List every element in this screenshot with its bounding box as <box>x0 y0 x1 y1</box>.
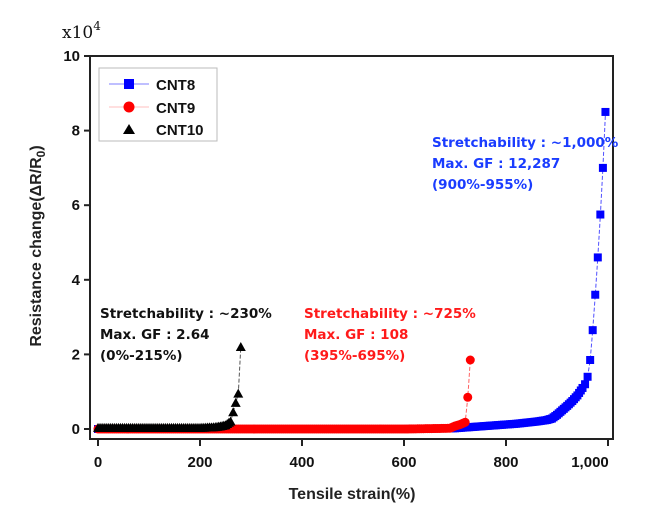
data-point <box>596 210 605 219</box>
data-point <box>588 326 597 335</box>
annotation-cnt10: Stretchability : ~230% Max. GF : 2.64 (0… <box>100 306 272 364</box>
y-axis: 0 2 4 6 8 10 <box>63 48 90 438</box>
annotation-line: Max. GF : 2.64 <box>100 327 210 343</box>
annotation-cnt9: Stretchability : ~725% Max. GF : 108 (39… <box>304 306 476 364</box>
series-cnt9 <box>93 355 475 434</box>
y-tick-label: 6 <box>72 197 80 214</box>
x-axis: 0 200 400 600 800 1,000 <box>94 439 609 471</box>
square-marker-icon <box>124 79 134 89</box>
legend-item-cnt9: CNT9 <box>109 100 195 117</box>
x-tick-label: 400 <box>289 454 314 471</box>
annotation-line: Stretchability : ~1,000% <box>432 135 619 151</box>
plot-frame <box>89 55 614 440</box>
data-point <box>233 388 244 398</box>
x-tick-label: 0 <box>94 454 102 471</box>
series-layer <box>93 107 610 434</box>
data-point <box>586 355 595 364</box>
y-multiplier: x104 <box>62 19 101 43</box>
series-line <box>98 359 471 430</box>
data-point <box>465 355 475 365</box>
legend-label: CNT8 <box>156 77 195 94</box>
data-point <box>581 380 590 389</box>
x-tick-label: 800 <box>493 454 518 471</box>
data-point <box>230 397 241 407</box>
annotation-cnt8: Stretchability : ~1,000% Max. GF : 12,28… <box>432 135 619 193</box>
annotation-line: Max. GF : 108 <box>304 327 408 343</box>
data-point <box>463 392 473 402</box>
series-cnt10 <box>93 341 246 432</box>
x-tick-label: 200 <box>187 454 212 471</box>
data-point <box>235 341 246 351</box>
y-tick-label: 10 <box>63 48 80 65</box>
data-point <box>601 107 610 116</box>
data-point <box>460 417 470 427</box>
legend-label: CNT10 <box>156 122 204 139</box>
triangle-marker-icon <box>123 124 135 134</box>
circle-marker-icon <box>123 101 135 113</box>
legend-item-cnt8: CNT8 <box>109 77 195 94</box>
x-axis-title: Tensile strain(%) <box>289 486 416 503</box>
annotation-line: (395%-695%) <box>304 348 405 364</box>
y-tick-label: 8 <box>72 123 80 140</box>
annotation-line: Stretchability : ~230% <box>100 306 272 322</box>
x-tick-label: 600 <box>391 454 416 471</box>
y-tick-label: 0 <box>72 421 80 438</box>
legend-item-cnt10: CNT10 <box>123 122 204 139</box>
annotation-line: Stretchability : ~725% <box>304 306 476 322</box>
y-tick-label: 4 <box>72 272 81 289</box>
y-axis-title: Resistance change(ΔR/R0) <box>28 145 48 346</box>
data-point <box>593 253 602 262</box>
legend: CNT8 CNT9 CNT10 <box>98 67 218 142</box>
legend-label: CNT9 <box>156 100 195 117</box>
data-point <box>225 416 236 426</box>
data-point <box>583 372 592 381</box>
x-tick-label: 1,000 <box>571 454 609 471</box>
annotation-line: (900%-955%) <box>432 177 533 193</box>
legend-box <box>98 67 218 142</box>
data-point <box>228 407 239 417</box>
annotation-line: Max. GF : 12,287 <box>432 156 560 172</box>
data-point <box>591 290 600 299</box>
data-point <box>598 163 607 172</box>
annotation-line: (0%-215%) <box>100 348 183 364</box>
y-tick-label: 2 <box>72 346 80 363</box>
